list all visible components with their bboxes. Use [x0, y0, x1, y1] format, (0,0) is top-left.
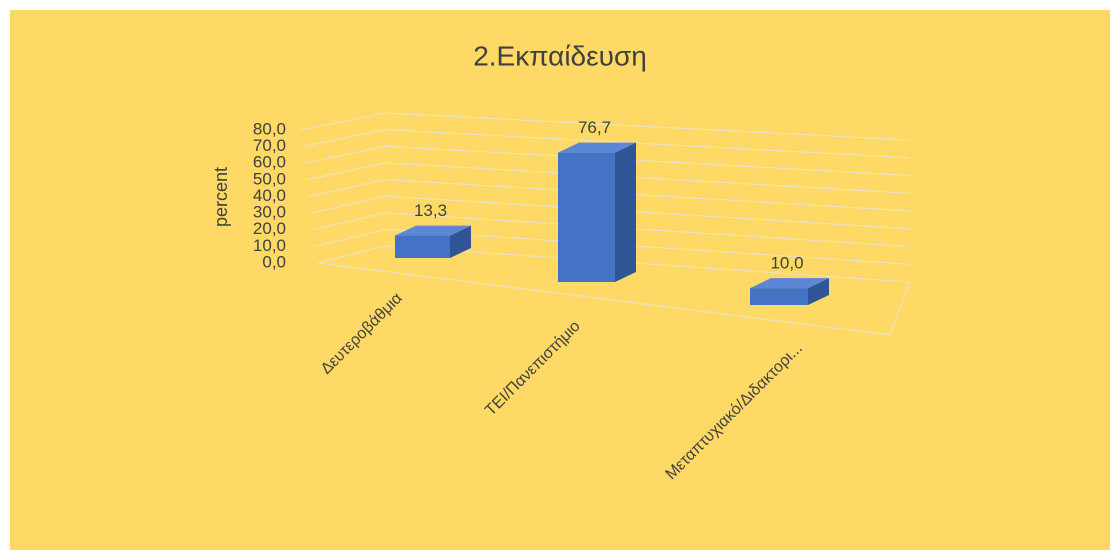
bar-front — [558, 152, 615, 282]
bar-side — [808, 278, 829, 305]
grid-line — [299, 112, 911, 141]
data-label: 13,3 — [414, 201, 447, 220]
grid-line — [302, 129, 911, 159]
y-tick-label: 40,0 — [253, 186, 286, 205]
grid-line — [306, 162, 911, 194]
grid-line — [308, 178, 911, 212]
y-tick-label: 70,0 — [253, 136, 286, 155]
grid-line — [317, 245, 911, 283]
grid-line — [304, 145, 911, 176]
y-tick-label: 50,0 — [253, 169, 286, 188]
bar-front — [395, 235, 450, 258]
bar — [750, 278, 829, 305]
bar-top — [395, 225, 471, 236]
bar-top — [750, 278, 829, 289]
data-label: 10,0 — [770, 254, 803, 273]
data-label: 76,7 — [578, 118, 611, 137]
floor-edge — [317, 262, 891, 336]
bar-top — [558, 142, 636, 153]
bar — [395, 225, 471, 258]
y-tick-label: 80,0 — [253, 119, 286, 138]
y-tick-label: 0,0 — [262, 252, 286, 271]
grid-line — [315, 228, 911, 265]
bar-side — [450, 225, 471, 258]
y-tick-label: 10,0 — [253, 236, 286, 255]
bar-side — [615, 142, 636, 282]
bar — [558, 142, 636, 282]
y-tick-label: 60,0 — [253, 153, 286, 172]
bar-front — [750, 288, 808, 305]
y-axis-label: percent — [211, 167, 231, 227]
y-tick-label: 30,0 — [253, 203, 286, 222]
floor-edge — [889, 281, 911, 336]
grid-line — [311, 195, 911, 230]
y-tick-label: 20,0 — [253, 219, 286, 238]
grid-line — [313, 212, 911, 247]
chart-title: 2.Εκπαίδευση — [473, 40, 647, 71]
